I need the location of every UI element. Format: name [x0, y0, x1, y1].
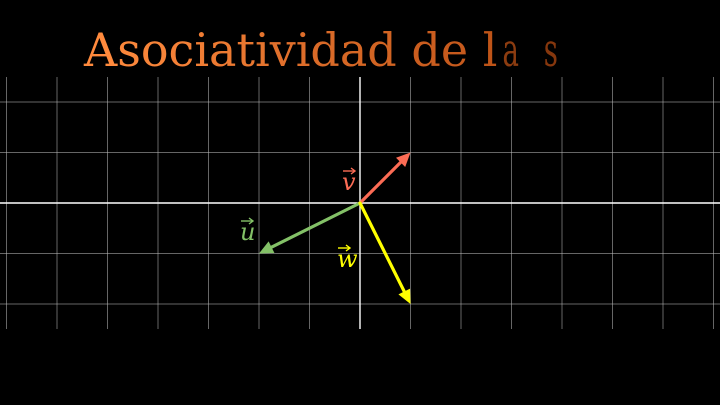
- title-letter: s: [117, 23, 141, 77]
- vector-v-shaft: [358, 160, 403, 205]
- vector-w: w: [337, 201, 411, 304]
- title-letter: a: [209, 23, 237, 77]
- title-letter: v: [269, 23, 296, 77]
- title-letter: s: [544, 23, 559, 77]
- vector-v-arrowhead: [396, 152, 411, 167]
- vector-w-label-arrowhead: [345, 244, 352, 252]
- vectors: v u w: [240, 152, 411, 304]
- title-letter: a: [502, 23, 520, 77]
- vector-u-label: u: [240, 218, 255, 246]
- vector-u-arrowhead: [259, 241, 275, 254]
- vector-w-label: w: [337, 245, 358, 273]
- vector-u: u: [240, 201, 362, 254]
- vector-v-label: v: [342, 168, 356, 196]
- title-letter: A: [84, 23, 118, 77]
- title-letter: d: [411, 23, 441, 77]
- title-letter: o: [140, 23, 169, 77]
- title-letter: e: [440, 23, 469, 77]
- title-letter: a: [339, 23, 368, 77]
- title-letter: i: [295, 23, 311, 77]
- title-letter: i: [254, 23, 270, 77]
- title-letter: l: [482, 23, 498, 77]
- title-letter: d: [310, 23, 340, 77]
- vector-w-arrowhead: [398, 288, 411, 304]
- vector-v-label-arrowhead: [350, 167, 357, 175]
- title-letter: i: [194, 23, 210, 77]
- title-letter: d: [367, 23, 397, 77]
- vector-w-shaft: [358, 201, 406, 294]
- title-letter: t: [236, 23, 255, 77]
- vector-u-label-arrowhead: [248, 217, 255, 225]
- vector-v: v: [342, 152, 411, 205]
- vector-u-shaft: [269, 201, 362, 249]
- title-letter: c: [168, 23, 195, 77]
